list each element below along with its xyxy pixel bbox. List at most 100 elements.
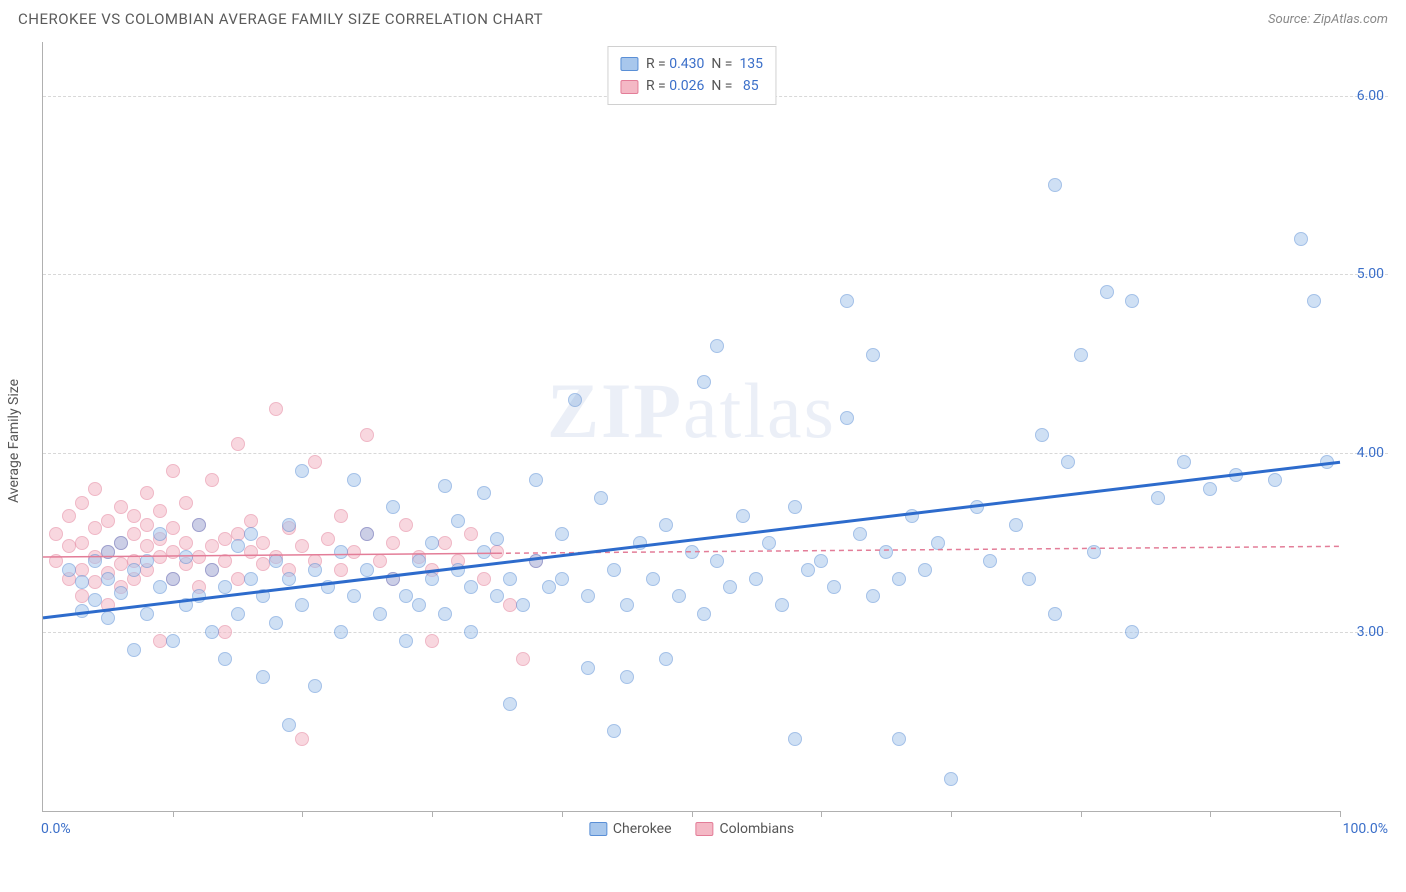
- cherokee-point: [114, 586, 128, 600]
- x-axis-min-label: 0.0%: [41, 821, 71, 837]
- cherokee-point: [360, 527, 374, 541]
- colombians-point: [438, 536, 452, 550]
- colombians-point: [231, 437, 245, 451]
- colombians-point: [179, 536, 193, 550]
- cherokee-point: [736, 509, 750, 523]
- cherokee-point: [282, 572, 296, 586]
- colombians-point: [321, 532, 335, 546]
- cherokee-point: [101, 572, 115, 586]
- colombians-point: [256, 557, 270, 571]
- cherokee-point: [814, 554, 828, 568]
- cherokee-point: [775, 598, 789, 612]
- y-tick-label: 6.00: [1357, 88, 1384, 104]
- cherokee-point: [1177, 455, 1191, 469]
- cherokee-point: [581, 589, 595, 603]
- colombians-point: [88, 521, 102, 535]
- colombians-point: [88, 575, 102, 589]
- cherokee-point: [646, 572, 660, 586]
- source-attribution: Source: ZipAtlas.com: [1268, 12, 1388, 27]
- cherokee-point: [672, 589, 686, 603]
- cherokee-point: [140, 607, 154, 621]
- cherokee-point: [633, 536, 647, 550]
- colombians-point: [334, 563, 348, 577]
- cherokee-point: [477, 486, 491, 500]
- cherokee-point: [1048, 607, 1062, 621]
- cherokee-point: [723, 580, 737, 594]
- cherokee-point: [944, 772, 958, 786]
- cherokee-point: [892, 572, 906, 586]
- cherokee-point: [555, 527, 569, 541]
- cherokee-point: [607, 724, 621, 738]
- colombians-point: [373, 554, 387, 568]
- cherokee-point: [62, 563, 76, 577]
- cherokee-point: [451, 514, 465, 528]
- cherokee-point: [308, 563, 322, 577]
- colombians-point: [140, 539, 154, 553]
- chart-title: CHEROKEE VS COLOMBIAN AVERAGE FAMILY SIZ…: [18, 10, 543, 28]
- cherokee-point: [295, 598, 309, 612]
- cherokee-point: [308, 679, 322, 693]
- colombians-point: [256, 536, 270, 550]
- cherokee-point: [1074, 348, 1088, 362]
- plot-container: Average Family Size ZIPatlas R = 0.430 N…: [42, 42, 1388, 840]
- cherokee-point: [101, 611, 115, 625]
- cherokee-point: [412, 598, 426, 612]
- y-tick-label: 3.00: [1357, 624, 1384, 640]
- cherokee-point: [1125, 625, 1139, 639]
- x-tick: [1210, 811, 1211, 817]
- cherokee-point: [399, 589, 413, 603]
- cherokee-point: [321, 580, 335, 594]
- cherokee-point: [1151, 491, 1165, 505]
- colombians-point: [153, 550, 167, 564]
- colombians-point: [140, 518, 154, 532]
- cherokee-point: [697, 375, 711, 389]
- cherokee-point: [179, 598, 193, 612]
- cherokee-point: [88, 593, 102, 607]
- cherokee-point: [840, 411, 854, 425]
- colombians-point: [503, 598, 517, 612]
- x-tick: [951, 811, 952, 817]
- cherokee-point: [399, 634, 413, 648]
- gridline: [43, 453, 1388, 454]
- colombians-point: [334, 509, 348, 523]
- cherokee-point: [918, 563, 932, 577]
- cherokee-point: [166, 634, 180, 648]
- cherokee-point: [840, 294, 854, 308]
- colombians-point: [127, 527, 141, 541]
- y-tick-label: 4.00: [1357, 445, 1384, 461]
- colombians-point: [295, 539, 309, 553]
- cherokee-point: [282, 718, 296, 732]
- gridline: [43, 274, 1388, 275]
- cherokee-point: [710, 554, 724, 568]
- cherokee-point: [192, 518, 206, 532]
- colombians-point: [153, 634, 167, 648]
- cherokee-point: [256, 589, 270, 603]
- colombians-point: [75, 536, 89, 550]
- cherokee-point: [516, 598, 530, 612]
- cherokee-point: [425, 536, 439, 550]
- cherokee-point: [88, 554, 102, 568]
- series-legend: Cherokee Colombians: [589, 821, 794, 837]
- cherokee-point: [853, 527, 867, 541]
- colombians-point: [360, 428, 374, 442]
- colombians-point: [464, 527, 478, 541]
- colombians-point: [166, 464, 180, 478]
- x-tick: [692, 811, 693, 817]
- colombians-point: [425, 634, 439, 648]
- cherokee-point: [529, 554, 543, 568]
- cherokee-point: [1320, 455, 1334, 469]
- cherokee-point: [412, 554, 426, 568]
- cherokee-point: [179, 550, 193, 564]
- cherokee-point: [762, 536, 776, 550]
- cherokee-point: [373, 607, 387, 621]
- cherokee-point: [892, 732, 906, 746]
- colombians-point: [75, 589, 89, 603]
- colombians-point: [399, 518, 413, 532]
- cherokee-point: [334, 625, 348, 639]
- colombians-point: [114, 557, 128, 571]
- cherokee-point: [1022, 572, 1036, 586]
- cherokee-point: [451, 563, 465, 577]
- colombians-point: [218, 532, 232, 546]
- colombians-point: [62, 539, 76, 553]
- colombians-point: [114, 500, 128, 514]
